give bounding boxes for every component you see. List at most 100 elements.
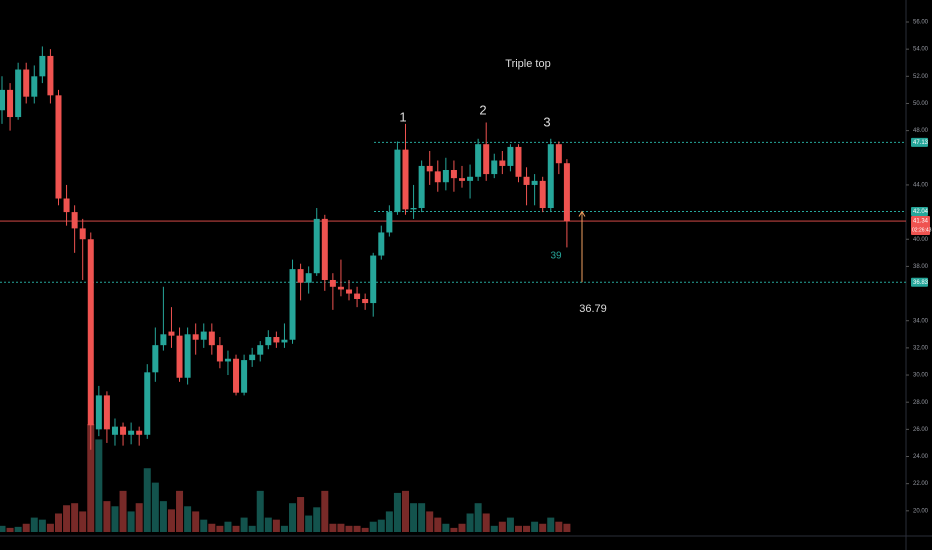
candle-body — [241, 360, 248, 393]
candle-body — [386, 212, 393, 233]
candle-body — [216, 345, 223, 362]
candle-body — [297, 269, 304, 283]
candle-body — [329, 279, 336, 287]
volume-bar — [490, 525, 498, 532]
volume-bar — [240, 517, 248, 532]
volume-bar — [434, 517, 442, 532]
y-tick-label: 28.00 — [913, 400, 929, 406]
volume-bar — [313, 507, 321, 532]
volume-bar — [256, 490, 264, 532]
candle-body — [160, 334, 167, 346]
candle-body — [208, 331, 215, 346]
volume-bar — [248, 525, 256, 532]
candle-body — [394, 149, 401, 213]
candle-body — [563, 163, 570, 222]
volume-bar — [30, 517, 38, 532]
candle-body — [402, 149, 409, 210]
candle-body — [442, 170, 449, 183]
volume-bar — [159, 501, 167, 532]
candle-body — [450, 170, 457, 179]
volume-bar — [361, 527, 369, 532]
candle-body — [63, 198, 70, 213]
candle-body — [47, 55, 54, 96]
volume-bar — [103, 501, 111, 532]
volume-bar — [87, 424, 95, 532]
candle-body — [0, 89, 5, 111]
y-tick-label: 50.00 — [913, 101, 929, 107]
volume-bar — [176, 490, 184, 532]
candle-body — [467, 176, 474, 181]
candle-body — [273, 337, 280, 343]
candle-body — [475, 144, 482, 177]
volume-bar — [321, 490, 329, 532]
volume-bar — [337, 523, 345, 532]
volume-bar — [272, 519, 280, 532]
candle-body — [144, 372, 151, 435]
candle-body — [103, 395, 110, 430]
volume-bar — [377, 519, 385, 532]
volume-bar — [63, 505, 71, 532]
candle-body — [426, 165, 433, 172]
candle-body — [39, 55, 46, 77]
volume-bar — [393, 492, 401, 532]
volume-bar — [0, 525, 6, 532]
volume-bar — [208, 523, 216, 532]
candle-body — [120, 426, 127, 435]
candle-body — [233, 358, 240, 393]
y-tick-label: 52.00 — [913, 74, 929, 80]
candle-body — [192, 334, 199, 340]
candle-body — [15, 69, 22, 118]
volume-bar — [482, 513, 490, 532]
measure-arrow — [578, 210, 586, 217]
last-price-label: 41.34 — [913, 219, 929, 225]
candle-body — [289, 269, 296, 340]
annotation: 3 — [543, 114, 550, 129]
candle-body — [555, 144, 562, 164]
volume-bar — [297, 497, 305, 532]
volume-bar — [563, 523, 571, 532]
level-label: 36.83 — [913, 280, 929, 286]
volume-bar — [14, 526, 22, 532]
y-tick-label: 32.00 — [913, 345, 929, 351]
candle-body — [265, 337, 272, 346]
volume-bar — [38, 519, 46, 532]
volume-bar — [305, 515, 313, 532]
candle-body — [200, 331, 207, 340]
y-tick-label: 48.00 — [913, 128, 929, 134]
volume-bar — [547, 517, 555, 532]
candle-body — [321, 218, 328, 280]
volume-bar — [385, 511, 393, 532]
candle-body — [23, 69, 30, 97]
candle-body — [523, 176, 530, 185]
volume-bar — [418, 503, 426, 532]
y-tick-label: 34.00 — [913, 318, 929, 324]
y-tick-label: 38.00 — [913, 264, 929, 270]
volume-bar — [555, 521, 563, 532]
volume-bar — [232, 525, 240, 532]
volume-bar — [474, 503, 482, 532]
volume-bar — [111, 506, 119, 532]
annotation: 2 — [479, 102, 486, 117]
candle-body — [313, 218, 320, 274]
candle-body — [95, 395, 102, 430]
y-tick-label: 44.00 — [913, 183, 929, 189]
candle-body — [539, 180, 546, 209]
candle-body — [378, 232, 385, 256]
volume-bar — [514, 525, 522, 532]
volume-bar — [289, 503, 297, 532]
y-tick-label: 56.00 — [913, 20, 929, 26]
volume-bar — [127, 511, 135, 532]
volume-bar — [426, 511, 434, 532]
volume-bar — [6, 527, 14, 532]
candle-body — [410, 208, 417, 210]
level-label-box — [911, 277, 928, 287]
y-tick-label: 40.00 — [913, 237, 929, 243]
volume-bar — [71, 503, 79, 532]
annotation: 36.79 — [579, 303, 607, 315]
level-label: 42.04 — [913, 209, 929, 215]
candle-body — [337, 286, 344, 290]
level-label-box — [911, 137, 928, 147]
candle-body — [346, 289, 353, 294]
